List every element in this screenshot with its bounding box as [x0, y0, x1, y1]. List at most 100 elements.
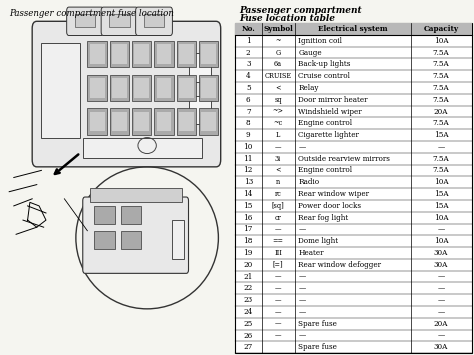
Text: —: — — [275, 284, 282, 293]
FancyBboxPatch shape — [32, 21, 221, 167]
FancyBboxPatch shape — [109, 14, 130, 27]
Text: 15: 15 — [244, 202, 253, 210]
Text: Capacity: Capacity — [423, 25, 459, 33]
Text: —: — — [275, 332, 282, 339]
Text: 6: 6 — [246, 96, 251, 104]
Text: Passenger compartment fuse location: Passenger compartment fuse location — [9, 9, 174, 18]
Text: 10A: 10A — [434, 178, 448, 186]
Text: [sq]: [sq] — [272, 202, 284, 210]
Text: 7: 7 — [246, 108, 251, 115]
Text: ~: ~ — [275, 37, 281, 45]
Text: —: — — [298, 284, 305, 293]
Text: Spare fuse: Spare fuse — [298, 320, 337, 328]
Text: Rear window defogger: Rear window defogger — [298, 261, 381, 269]
Text: Symbol: Symbol — [263, 25, 293, 33]
FancyBboxPatch shape — [83, 138, 202, 158]
Text: 20A: 20A — [434, 108, 448, 115]
FancyBboxPatch shape — [199, 108, 219, 135]
Text: 7.5A: 7.5A — [433, 49, 449, 56]
Text: Outside rearview mirrors: Outside rearview mirrors — [298, 155, 390, 163]
Text: ~>: ~> — [273, 108, 283, 115]
Text: 7.5A: 7.5A — [433, 155, 449, 163]
Text: Engine control: Engine control — [298, 119, 352, 127]
Text: <: < — [275, 84, 281, 92]
FancyBboxPatch shape — [176, 108, 196, 135]
Text: 15A: 15A — [434, 190, 448, 198]
Text: Back-up lights: Back-up lights — [298, 60, 351, 69]
Text: 10: 10 — [244, 143, 253, 151]
FancyBboxPatch shape — [179, 78, 194, 98]
Text: —: — — [275, 143, 282, 151]
Text: Radio: Radio — [298, 178, 319, 186]
Text: L: L — [276, 131, 280, 139]
Text: —: — — [275, 225, 282, 234]
Text: —: — — [438, 143, 445, 151]
Text: 7.5A: 7.5A — [433, 72, 449, 80]
Text: 2: 2 — [246, 49, 251, 56]
FancyBboxPatch shape — [112, 78, 127, 98]
FancyBboxPatch shape — [67, 7, 103, 36]
Text: Fuse location table: Fuse location table — [240, 14, 336, 23]
Text: 14: 14 — [244, 190, 253, 198]
Text: 17: 17 — [244, 225, 253, 234]
FancyBboxPatch shape — [176, 75, 196, 101]
FancyBboxPatch shape — [90, 188, 182, 202]
Text: 20: 20 — [244, 261, 253, 269]
FancyBboxPatch shape — [179, 44, 194, 64]
Text: 30A: 30A — [434, 343, 448, 351]
Text: 7.5A: 7.5A — [433, 119, 449, 127]
Text: sq: sq — [274, 96, 282, 104]
FancyBboxPatch shape — [136, 7, 173, 36]
Text: —: — — [298, 143, 305, 151]
Text: 18: 18 — [244, 237, 253, 245]
Text: 11: 11 — [244, 155, 253, 163]
Text: 16: 16 — [244, 214, 253, 222]
Text: III: III — [274, 249, 282, 257]
Text: Rear window wiper: Rear window wiper — [298, 190, 369, 198]
Text: Passenger compartment: Passenger compartment — [240, 6, 362, 15]
Text: G: G — [275, 49, 281, 56]
Text: 26: 26 — [244, 332, 253, 339]
Text: Gauge: Gauge — [298, 49, 322, 56]
FancyBboxPatch shape — [94, 206, 115, 224]
FancyBboxPatch shape — [144, 14, 164, 27]
Text: Engine control: Engine control — [298, 166, 352, 174]
FancyBboxPatch shape — [112, 44, 127, 64]
FancyBboxPatch shape — [134, 44, 149, 64]
FancyBboxPatch shape — [201, 78, 216, 98]
Text: —: — — [298, 308, 305, 316]
Text: <: < — [275, 166, 281, 174]
Text: —: — — [438, 308, 445, 316]
Text: 10A: 10A — [434, 37, 448, 45]
FancyBboxPatch shape — [121, 206, 141, 224]
Text: Relay: Relay — [298, 84, 319, 92]
Text: —: — — [275, 273, 282, 280]
Text: 27: 27 — [244, 343, 253, 351]
Text: 20A: 20A — [434, 320, 448, 328]
FancyBboxPatch shape — [109, 108, 129, 135]
Text: —: — — [298, 296, 305, 304]
FancyBboxPatch shape — [134, 78, 149, 98]
Text: Heater: Heater — [298, 249, 324, 257]
Text: 8: 8 — [246, 119, 251, 127]
FancyBboxPatch shape — [83, 197, 189, 273]
FancyBboxPatch shape — [201, 112, 216, 131]
Text: n: n — [276, 178, 280, 186]
Text: ==: == — [273, 237, 283, 245]
FancyBboxPatch shape — [75, 14, 95, 27]
Text: 13: 13 — [244, 178, 253, 186]
Text: Rear fog light: Rear fog light — [298, 214, 348, 222]
Text: —: — — [298, 332, 305, 339]
FancyBboxPatch shape — [109, 41, 129, 67]
Text: —: — — [275, 320, 282, 328]
Text: ~c: ~c — [273, 119, 283, 127]
Text: cr: cr — [274, 214, 282, 222]
FancyBboxPatch shape — [176, 41, 196, 67]
Text: 7.5A: 7.5A — [433, 60, 449, 69]
Text: —: — — [438, 284, 445, 293]
Text: CRUISE: CRUISE — [264, 72, 292, 80]
FancyBboxPatch shape — [201, 44, 216, 64]
FancyBboxPatch shape — [90, 112, 105, 131]
FancyBboxPatch shape — [189, 53, 211, 82]
Text: —: — — [298, 273, 305, 280]
